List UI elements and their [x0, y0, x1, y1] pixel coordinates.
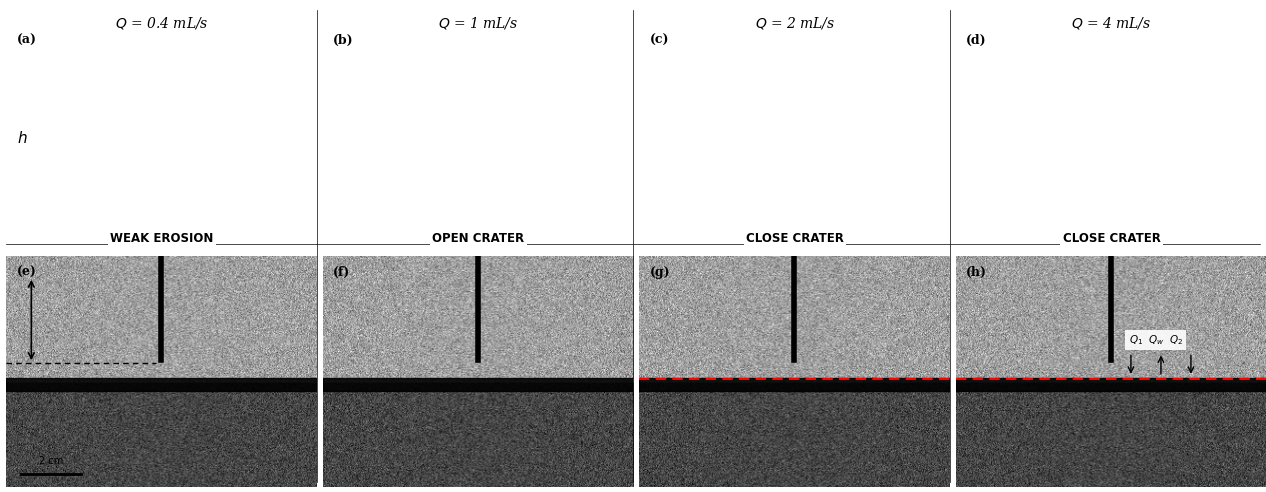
Text: (h): (h) [966, 266, 987, 278]
Text: (e): (e) [16, 266, 37, 278]
Text: OPEN CRATER: OPEN CRATER [433, 232, 524, 245]
Bar [956, 378, 1266, 391]
Text: (d): (d) [966, 34, 986, 47]
Text: (c): (c) [649, 34, 668, 47]
Text: $Q$ = 0.4 mL/s: $Q$ = 0.4 mL/s [115, 15, 209, 31]
Text: (f): (f) [333, 266, 351, 278]
Text: $Q$ = 1 mL/s: $Q$ = 1 mL/s [438, 15, 519, 31]
Bar [639, 378, 950, 391]
Text: $Q$ = 4 mL/s: $Q$ = 4 mL/s [1071, 15, 1152, 31]
Bar [323, 378, 633, 391]
Text: (a): (a) [16, 34, 37, 47]
Text: (b): (b) [333, 34, 353, 47]
Text: CLOSE CRATER: CLOSE CRATER [1062, 232, 1161, 245]
Bar [6, 378, 316, 391]
Text: $Q_1$  $Q_w$  $Q_2$: $Q_1$ $Q_w$ $Q_2$ [1128, 333, 1184, 347]
Text: WEAK EROSION: WEAK EROSION [110, 232, 214, 245]
Text: $Q$ = 2 mL/s: $Q$ = 2 mL/s [755, 15, 836, 31]
Text: CLOSE CRATER: CLOSE CRATER [746, 232, 844, 245]
Text: (g): (g) [649, 266, 670, 278]
Text: $h$: $h$ [18, 130, 28, 146]
Text: 2 cm: 2 cm [39, 456, 63, 466]
